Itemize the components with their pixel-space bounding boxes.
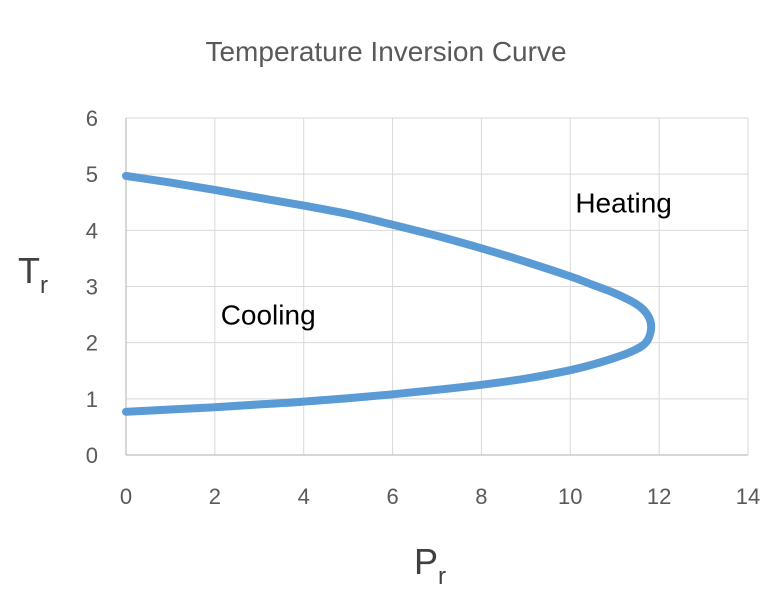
series-layer — [122, 171, 656, 416]
chart-title: Temperature Inversion Curve — [205, 36, 566, 67]
y-axis-label-main: T — [18, 250, 40, 291]
y-axis-label-sub: r — [40, 272, 48, 299]
inversion-curve-line — [122, 171, 656, 416]
x-tick-label: 14 — [736, 484, 760, 509]
annotations: Heating Cooling — [221, 187, 672, 330]
x-tick-label: 6 — [386, 484, 398, 509]
x-axis-label-main: P — [414, 541, 438, 582]
x-tick-label: 4 — [298, 484, 310, 509]
x-tick-label: 8 — [475, 484, 487, 509]
y-tick-label: 1 — [86, 387, 98, 412]
y-tick-label: 0 — [86, 443, 98, 468]
annotation-cooling: Cooling — [221, 300, 316, 331]
x-tick-label: 12 — [647, 484, 671, 509]
x-tick-label: 0 — [120, 484, 132, 509]
x-tick-label: 2 — [209, 484, 221, 509]
y-axis-label: Tr — [18, 250, 48, 299]
y-tick-label: 6 — [86, 106, 98, 131]
grid — [126, 117, 749, 455]
y-tick-label: 3 — [86, 275, 98, 300]
y-tick-label: 4 — [86, 218, 98, 243]
annotation-heating: Heating — [575, 187, 672, 218]
y-tick-label: 5 — [86, 162, 98, 187]
y-tick-label: 2 — [86, 331, 98, 356]
x-axis-label: Pr — [414, 541, 446, 590]
x-axis-label-sub: r — [438, 563, 446, 590]
x-tick-label: 10 — [558, 484, 582, 509]
